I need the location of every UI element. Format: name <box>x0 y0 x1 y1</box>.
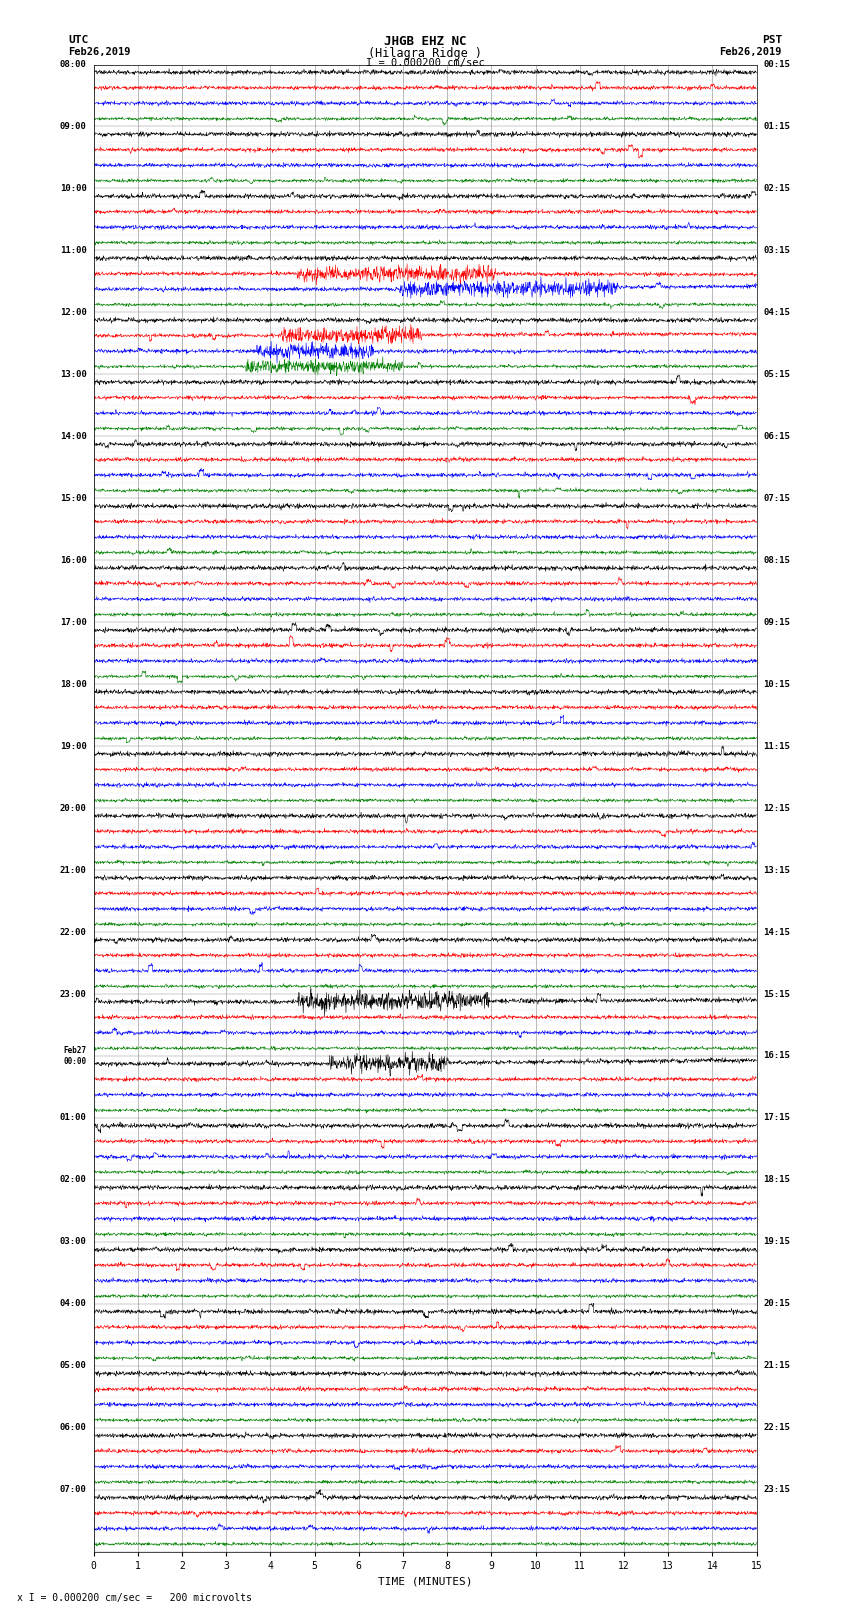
Text: 12:15: 12:15 <box>763 803 790 813</box>
Text: 10:15: 10:15 <box>763 679 790 689</box>
Text: 10:00: 10:00 <box>60 184 87 194</box>
Text: 15:00: 15:00 <box>60 494 87 503</box>
Text: 22:00: 22:00 <box>60 927 87 937</box>
Text: 20:00: 20:00 <box>60 803 87 813</box>
Text: 13:15: 13:15 <box>763 866 790 874</box>
Text: 03:00: 03:00 <box>60 1237 87 1247</box>
Text: 07:15: 07:15 <box>763 494 790 503</box>
Text: UTC: UTC <box>68 35 88 45</box>
Text: 03:15: 03:15 <box>763 245 790 255</box>
Text: 04:00: 04:00 <box>60 1300 87 1308</box>
Text: 04:15: 04:15 <box>763 308 790 316</box>
Text: 16:15: 16:15 <box>763 1052 790 1060</box>
Text: x I = 0.000200 cm/sec =   200 microvolts: x I = 0.000200 cm/sec = 200 microvolts <box>17 1594 252 1603</box>
Text: 19:15: 19:15 <box>763 1237 790 1247</box>
Text: 01:00: 01:00 <box>60 1113 87 1123</box>
Text: 06:15: 06:15 <box>763 432 790 440</box>
Text: 00:15: 00:15 <box>763 60 790 69</box>
Text: 05:15: 05:15 <box>763 369 790 379</box>
Text: 13:00: 13:00 <box>60 369 87 379</box>
Text: PST: PST <box>762 35 782 45</box>
Text: 16:00: 16:00 <box>60 556 87 565</box>
Text: 11:00: 11:00 <box>60 245 87 255</box>
Text: 20:15: 20:15 <box>763 1300 790 1308</box>
Text: 14:15: 14:15 <box>763 927 790 937</box>
Text: 15:15: 15:15 <box>763 989 790 998</box>
Text: 17:00: 17:00 <box>60 618 87 627</box>
Text: 21:00: 21:00 <box>60 866 87 874</box>
Text: 02:15: 02:15 <box>763 184 790 194</box>
Text: 06:00: 06:00 <box>60 1423 87 1432</box>
Text: 12:00: 12:00 <box>60 308 87 316</box>
Text: JHGB EHZ NC: JHGB EHZ NC <box>383 35 467 48</box>
Text: 09:00: 09:00 <box>60 123 87 131</box>
Text: 22:15: 22:15 <box>763 1423 790 1432</box>
Text: 11:15: 11:15 <box>763 742 790 750</box>
Text: 01:15: 01:15 <box>763 123 790 131</box>
Text: 18:00: 18:00 <box>60 679 87 689</box>
Text: 14:00: 14:00 <box>60 432 87 440</box>
Text: 21:15: 21:15 <box>763 1361 790 1371</box>
Text: Feb26,2019: Feb26,2019 <box>719 47 782 56</box>
Text: 07:00: 07:00 <box>60 1486 87 1494</box>
Text: Feb26,2019: Feb26,2019 <box>68 47 131 56</box>
Text: I = 0.000200 cm/sec: I = 0.000200 cm/sec <box>366 58 484 68</box>
Text: Feb27
00:00: Feb27 00:00 <box>64 1047 87 1066</box>
Text: 18:15: 18:15 <box>763 1176 790 1184</box>
Text: 02:00: 02:00 <box>60 1176 87 1184</box>
X-axis label: TIME (MINUTES): TIME (MINUTES) <box>377 1576 473 1586</box>
Text: 19:00: 19:00 <box>60 742 87 750</box>
Text: 05:00: 05:00 <box>60 1361 87 1371</box>
Text: 09:15: 09:15 <box>763 618 790 627</box>
Text: 23:15: 23:15 <box>763 1486 790 1494</box>
Text: 17:15: 17:15 <box>763 1113 790 1123</box>
Text: 23:00: 23:00 <box>60 989 87 998</box>
Text: (Hilagra Ridge ): (Hilagra Ridge ) <box>368 47 482 60</box>
Text: 08:00: 08:00 <box>60 60 87 69</box>
Text: 08:15: 08:15 <box>763 556 790 565</box>
